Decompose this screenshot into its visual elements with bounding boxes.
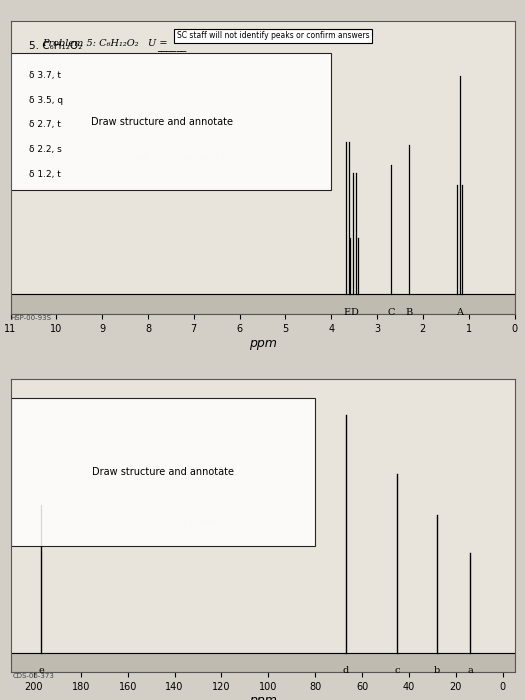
X-axis label: ppm: ppm [248, 337, 277, 350]
Text: Problem 5: C₆H₁₂O₂   U =: Problem 5: C₆H₁₂O₂ U = [42, 38, 167, 48]
Text: 5. C₆H₁₂O₂: 5. C₆H₁₂O₂ [29, 41, 82, 51]
Text: c: c [395, 666, 400, 675]
Text: e: e [38, 666, 44, 675]
Text: b: b [434, 666, 440, 675]
Text: δ 3.5, q: δ 3.5, q [29, 96, 63, 104]
Text: CDS-06-373: CDS-06-373 [13, 673, 55, 679]
Bar [10, 295, 514, 314]
Text: Draw structure and annotate: Draw structure and annotate [92, 517, 234, 527]
Text: HSP-00-93S: HSP-00-93S [10, 316, 51, 321]
Text: ______: ______ [158, 42, 187, 52]
Text: A: A [456, 308, 463, 317]
Text: δ 2.2, s: δ 2.2, s [29, 146, 61, 154]
Text: D: D [350, 308, 358, 317]
Text: a: a [467, 666, 473, 675]
Bar [10, 653, 514, 672]
FancyBboxPatch shape [0, 53, 331, 190]
Text: C: C [387, 308, 394, 317]
Text: δ 3.7, t: δ 3.7, t [29, 71, 61, 80]
Text: d: d [343, 666, 349, 675]
Text: E: E [344, 308, 351, 317]
Text: δ 2.7, t: δ 2.7, t [29, 120, 61, 130]
FancyBboxPatch shape [10, 398, 315, 545]
Text: δ 1.2, t: δ 1.2, t [29, 170, 61, 179]
Text: SC staff will not identify peaks or confirm answers: SC staff will not identify peaks or conf… [177, 32, 369, 41]
Text: Draw structure and annotate: Draw structure and annotate [92, 467, 234, 477]
Text: Draw structure and annotate: Draw structure and annotate [91, 117, 233, 127]
Text: Draw structure and annotate: Draw structure and annotate [123, 153, 265, 162]
Text: B: B [405, 308, 413, 317]
X-axis label: ppm: ppm [248, 694, 277, 700]
